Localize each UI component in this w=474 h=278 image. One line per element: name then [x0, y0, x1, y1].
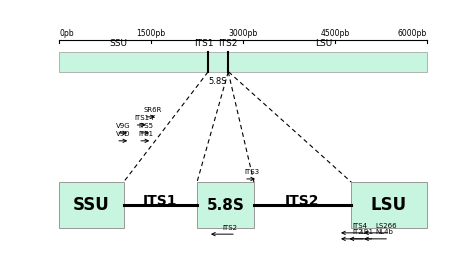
- Text: SSU: SSU: [73, 196, 110, 214]
- Text: ITS2: ITS2: [218, 39, 237, 48]
- Text: ITS1: ITS1: [194, 39, 213, 48]
- Text: 1500pb: 1500pb: [137, 29, 165, 38]
- Text: ITS1: ITS1: [143, 194, 178, 208]
- Text: 0pb: 0pb: [59, 29, 74, 38]
- Text: LR1: LR1: [360, 229, 374, 235]
- Text: NL4b: NL4b: [375, 229, 393, 235]
- FancyBboxPatch shape: [59, 182, 124, 228]
- Text: SSU: SSU: [109, 39, 127, 48]
- Text: 5.8S: 5.8S: [207, 198, 245, 213]
- Text: LSU: LSU: [371, 196, 407, 214]
- FancyBboxPatch shape: [59, 51, 427, 72]
- FancyBboxPatch shape: [197, 182, 254, 228]
- Text: LS266: LS266: [375, 223, 397, 229]
- Text: SR6R: SR6R: [144, 107, 162, 113]
- Text: 4500pb: 4500pb: [320, 29, 349, 38]
- Text: ITS4: ITS4: [352, 223, 367, 229]
- Text: ITS2: ITS2: [285, 194, 319, 208]
- Text: V9G: V9G: [116, 123, 131, 129]
- Text: 3000pb: 3000pb: [228, 29, 257, 38]
- Text: LSU: LSU: [315, 39, 332, 48]
- FancyBboxPatch shape: [351, 182, 427, 228]
- Text: ITS5: ITS5: [138, 123, 153, 129]
- Text: V9D: V9D: [116, 131, 131, 137]
- Text: 6000pb: 6000pb: [397, 29, 427, 38]
- Text: 5.8S: 5.8S: [209, 77, 227, 86]
- Text: ITS2: ITS2: [222, 225, 237, 230]
- Text: IT2: IT2: [352, 229, 363, 235]
- Text: ITS1-F: ITS1-F: [135, 115, 156, 121]
- Text: ITS3: ITS3: [244, 169, 259, 175]
- Text: ITS1: ITS1: [138, 131, 154, 137]
